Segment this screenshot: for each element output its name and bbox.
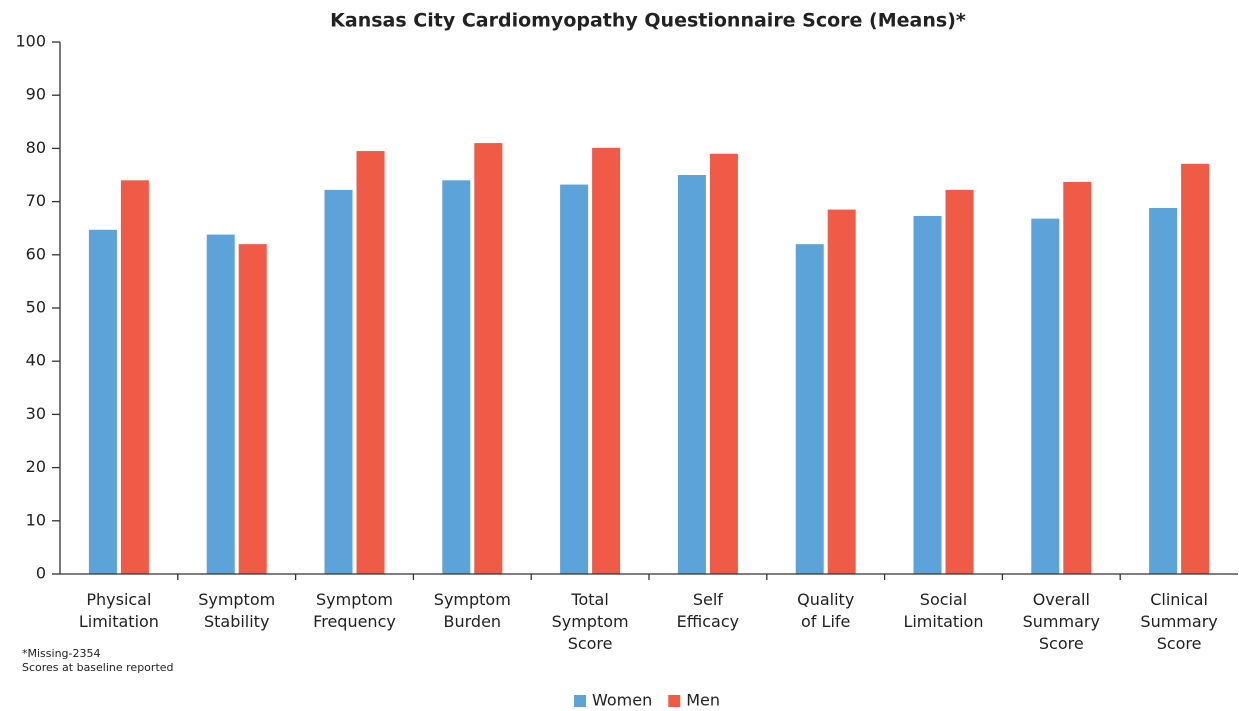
y-tick-label: 60	[26, 244, 46, 263]
bar	[913, 215, 942, 575]
x-tick-label: Physical Limitation	[79, 590, 159, 631]
legend-swatch	[668, 695, 681, 707]
bar	[356, 151, 385, 574]
y-tick-label: 20	[26, 457, 46, 476]
bar	[945, 189, 974, 574]
y-tick-label: 30	[26, 404, 46, 423]
x-tick-label: Symptom Burden	[434, 590, 511, 631]
y-tick-label: 50	[26, 298, 46, 317]
bar	[474, 143, 503, 574]
x-tick-label: Symptom Stability	[198, 590, 275, 631]
note: *Missing-2354	[22, 647, 100, 660]
bar	[238, 244, 267, 574]
bar	[1031, 218, 1060, 574]
x-tick-label: Symptom Frequency	[313, 590, 396, 631]
x-tick-label: Overall Summary Score	[1023, 590, 1100, 653]
legend-label: Women	[592, 691, 652, 710]
bar	[1149, 207, 1178, 574]
y-tick-label: 40	[26, 351, 46, 370]
bar	[560, 184, 589, 575]
bar	[1063, 181, 1092, 574]
bar	[677, 175, 706, 574]
bar	[206, 234, 235, 575]
bar	[88, 229, 117, 574]
bar	[120, 180, 149, 574]
bar	[709, 153, 738, 574]
x-tick-label: Social Limitation	[903, 590, 983, 631]
bar	[442, 180, 471, 574]
y-tick-label: 0	[36, 564, 46, 583]
x-tick-label: Total Symptom Score	[552, 590, 629, 653]
x-tick-label: Self Efficacy	[677, 590, 739, 631]
bar	[1181, 163, 1210, 574]
y-tick-label: 70	[26, 191, 46, 210]
bar	[827, 209, 856, 574]
bar	[592, 147, 621, 575]
legend-swatch	[574, 695, 586, 707]
x-tick-label: Quality of Life	[797, 590, 854, 631]
chart-title: Kansas City Cardiomyopathy Questionnaire…	[330, 10, 966, 32]
y-tick-label: 10	[26, 510, 46, 529]
bar	[795, 244, 824, 574]
y-tick-label: 80	[26, 138, 46, 157]
legend-label: Men	[686, 691, 720, 710]
x-tick-label: Clinical Summary Score	[1140, 590, 1217, 653]
y-tick-label: 90	[26, 85, 46, 104]
note: Scores at baseline reported	[22, 661, 174, 674]
y-tick-label: 100	[15, 32, 46, 51]
bar	[324, 189, 353, 574]
